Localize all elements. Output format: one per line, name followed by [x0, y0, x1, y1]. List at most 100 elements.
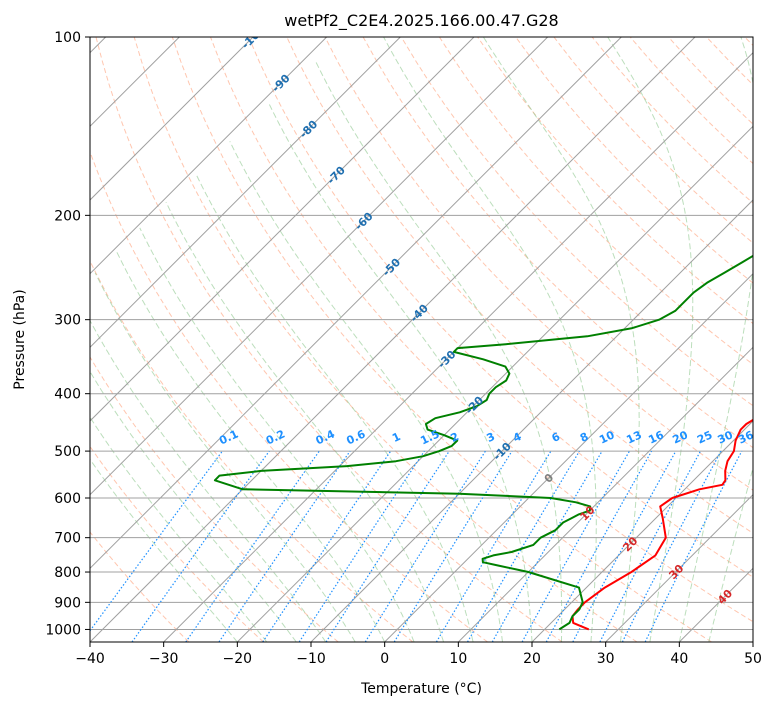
y-tick-label: 500 [54, 444, 81, 460]
isotherm-line [531, 420, 753, 642]
dry-adiabat-line [171, 37, 712, 642]
mixing-ratio-label: 10 [597, 428, 617, 446]
temperature-profile-line [571, 418, 753, 631]
dry-adiabat-line [90, 259, 414, 642]
mixing-ratio-label: 0.6 [344, 427, 367, 447]
moist-adiabat-line [90, 458, 238, 642]
moist-adiabat-line [195, 173, 474, 642]
mixing-ratio-line [599, 450, 702, 642]
mixing-ratio-line [545, 450, 653, 642]
plot-area: 0.1 0.2 0.4 0.6 1 1.5 2 3 4 6 8 10 13 16 20 25 30 36-100-… [90, 37, 756, 642]
mixing-ratio-line [364, 450, 486, 642]
mixing-ratio-line [521, 450, 631, 642]
isotherm-line [90, 37, 475, 422]
moist-adiabats [90, 37, 753, 642]
moist-adiabat-line [315, 61, 563, 642]
x-tick-label: 10 [449, 651, 467, 667]
dry-adiabat-line [90, 531, 190, 642]
isotherm-label: -50 [380, 256, 403, 279]
dry-adiabat-line [133, 37, 638, 642]
mixing-ratio-line [572, 450, 677, 642]
profile-lines [213, 254, 753, 631]
y-tick-label: 700 [54, 531, 81, 547]
mixing-ratio-line [621, 450, 722, 642]
x-tick-label: 0 [380, 651, 389, 667]
mixing-ratio-line [466, 450, 580, 642]
y-tick-label: 1000 [45, 622, 81, 638]
y-tick-label: 800 [54, 565, 81, 581]
dry-adiabat-line [706, 37, 753, 86]
x-axis: −40 −30 −20 −10 0 10 20 30 40 50 [75, 642, 762, 667]
mixing-ratio-line [435, 450, 552, 642]
x-tick-label: −30 [149, 651, 179, 667]
mixing-ratio-label: 1 [390, 430, 402, 445]
x-tick-label: −10 [296, 651, 326, 667]
mixing-ratio-label: 36 [736, 428, 756, 446]
moist-adiabat-line [94, 272, 356, 642]
moist-adiabat-line [383, 37, 597, 642]
moist-adiabat-line [607, 37, 694, 642]
isotherm-line [90, 37, 328, 275]
mixing-ratio-lines [90, 450, 743, 642]
isotherm-line [384, 272, 753, 642]
mixing-ratio-line [218, 450, 351, 642]
mixing-ratio-label: 2 [448, 430, 460, 445]
dry-adiabat-line [90, 150, 488, 642]
mixing-ratio-label: 1.5 [418, 427, 441, 447]
mixing-ratio-line [393, 450, 513, 642]
y-tick-label: 400 [54, 387, 81, 403]
moist-adiabat-line [678, 37, 753, 642]
mixing-ratio-line [298, 450, 425, 642]
dry-adiabat-line [90, 445, 264, 642]
mixing-ratio-label: 25 [695, 428, 714, 446]
mixing-ratio-line [644, 450, 743, 642]
y-tick-label: 600 [54, 491, 81, 507]
isotherm-line [310, 199, 753, 642]
dry-adiabat-line [248, 37, 753, 578]
mixing-ratio-line [90, 450, 223, 632]
mixing-ratio-line [325, 450, 450, 642]
mixing-ratio-label: 3 [485, 430, 497, 445]
moist-adiabat-line [165, 201, 445, 642]
mixing-ratio-label: 0.1 [217, 427, 240, 447]
dry-adiabat-line [400, 37, 753, 407]
dry-adiabat-line [668, 37, 753, 125]
mixing-ratio-line [185, 450, 320, 642]
isotherm-line [236, 125, 753, 642]
x-tick-label: 20 [523, 651, 541, 667]
y-tick-label: 200 [54, 208, 81, 224]
isotherm-label: -10 [491, 440, 514, 463]
x-axis-label: Temperature (°C) [360, 681, 482, 697]
moist-adiabat-line [90, 319, 327, 642]
mixing-ratio-line [262, 450, 392, 642]
mixing-ratio-label: 0.4 [314, 427, 337, 447]
dry-adiabat-line [438, 37, 753, 366]
mixing-ratio-line [131, 450, 270, 642]
x-tick-label: 40 [670, 651, 688, 667]
isotherm-line [90, 37, 696, 642]
dry-adiabat-line [210, 37, 753, 623]
mixing-ratio-label: 30 [716, 428, 736, 446]
dry-adiabat-line [591, 37, 753, 204]
x-tick-label: 50 [744, 651, 762, 667]
x-tick-label: 30 [597, 651, 615, 667]
plot-frame [89, 36, 754, 643]
x-tick-label: −20 [223, 651, 253, 667]
moist-adiabat-line [139, 227, 415, 642]
isotherm-line [90, 37, 549, 496]
dewpoint-profile-line [213, 254, 753, 631]
dry-adiabat-line [95, 37, 563, 642]
isotherm-label: -90 [269, 72, 292, 95]
y-tick-label: 300 [54, 313, 81, 329]
isotherm-label: -70 [325, 164, 348, 187]
dry-adiabat-line [744, 37, 753, 47]
dry-adiabat-line [90, 356, 339, 642]
moist-adiabat-line [482, 37, 640, 642]
dry-adiabat-line [515, 37, 753, 284]
isotherm-line [457, 346, 753, 642]
y-tick-label: 900 [54, 595, 81, 611]
isotherm-line [90, 37, 622, 570]
isotherm-line [90, 37, 254, 201]
isotherms [90, 37, 753, 642]
